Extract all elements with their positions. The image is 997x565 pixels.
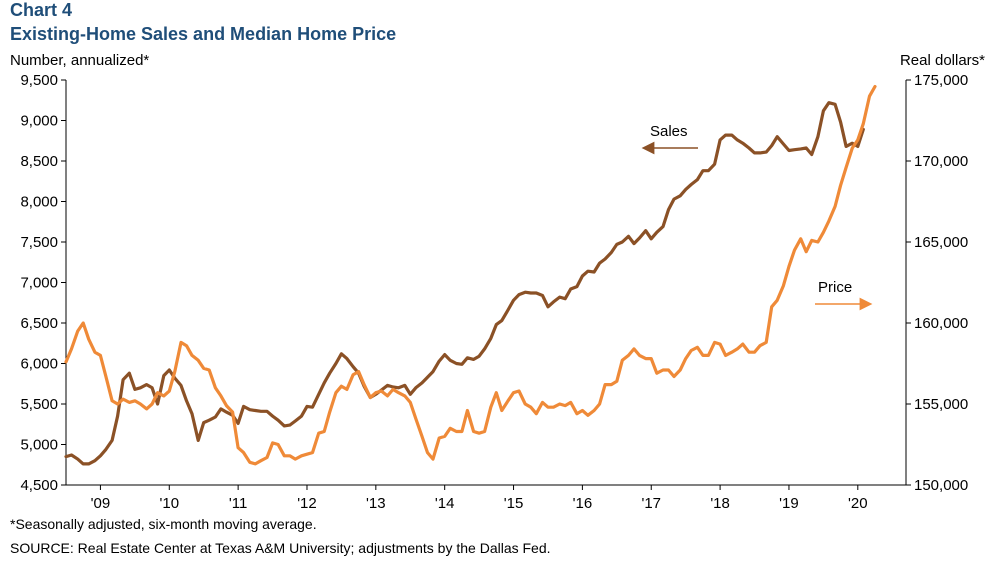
left-axis-label: Number, annualized* <box>10 52 150 69</box>
left-tick-label: 8,500 <box>20 153 58 170</box>
x-tick-label: '19 <box>779 495 799 512</box>
left-tick-label: 4,500 <box>20 477 58 494</box>
right-tick-label: 175,000 <box>914 72 968 89</box>
x-tick-label: '18 <box>710 495 730 512</box>
sales-annotation-label: Sales <box>650 123 688 140</box>
left-tick-label: 9,500 <box>20 72 58 89</box>
x-tick-label: '09 <box>91 495 111 512</box>
x-tick-label: '11 <box>229 495 247 512</box>
right-tick-label: 155,000 <box>914 396 968 413</box>
x-tick-label: '12 <box>297 495 317 512</box>
right-tick-label: 165,000 <box>914 234 968 251</box>
x-tick-label: '13 <box>366 495 386 512</box>
chart-subtitle: Existing-Home Sales and Median Home Pric… <box>10 24 397 44</box>
left-tick-label: 9,000 <box>20 113 58 130</box>
left-tick-label: 5,000 <box>20 437 58 454</box>
left-tick-label: 8,000 <box>20 194 58 211</box>
right-axis-label: Real dollars* <box>899 52 985 69</box>
left-tick-label: 5,500 <box>20 396 58 413</box>
x-tick-label: '20 <box>848 495 868 512</box>
right-tick-label: 160,000 <box>914 315 968 332</box>
x-tick-label: '16 <box>573 495 593 512</box>
x-tick-label: '10 <box>159 495 179 512</box>
price-annotation-label: Price <box>818 279 852 296</box>
left-tick-label: 7,500 <box>20 234 58 251</box>
right-tick-label: 170,000 <box>914 153 968 170</box>
footnote-adjustment: *Seasonally adjusted, six-month moving a… <box>10 516 317 532</box>
series-line-sales <box>64 101 865 466</box>
x-tick-label: '14 <box>435 495 455 512</box>
left-tick-label: 6,500 <box>20 315 58 332</box>
right-tick-label: 150,000 <box>914 477 968 494</box>
left-tick-label: 7,000 <box>20 275 58 292</box>
left-tick-label: 6,000 <box>20 356 58 373</box>
x-tick-label: '17 <box>641 495 661 512</box>
footnote-source: SOURCE: Real Estate Center at Texas A&M … <box>10 540 551 556</box>
series-line-price <box>64 84 877 466</box>
chart-title: Chart 4 <box>10 0 73 20</box>
x-tick-label: '15 <box>504 495 524 512</box>
